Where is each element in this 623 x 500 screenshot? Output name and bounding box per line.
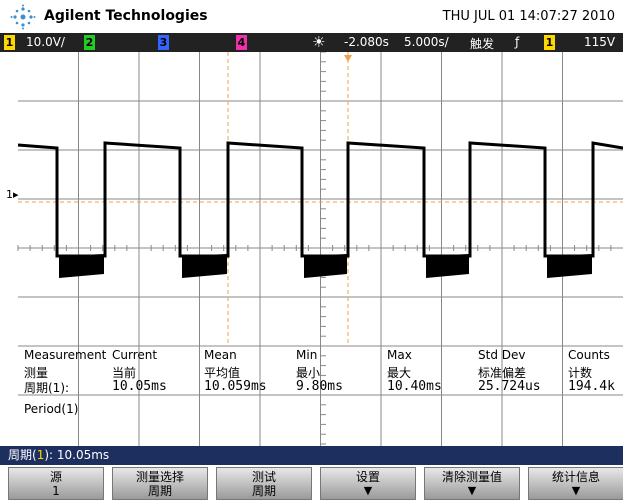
measurement-value: 25.724us	[478, 379, 541, 394]
header-en: Measurement	[24, 348, 107, 362]
noise-band	[426, 254, 469, 278]
softkey[interactable]: 统计信息 ▼	[528, 467, 623, 500]
noise-band	[304, 254, 347, 278]
softkey[interactable]: 测试 周期	[216, 467, 312, 500]
softkey[interactable]: 设置 ▼	[320, 467, 416, 500]
header-en: Mean	[204, 348, 237, 362]
ch1-scale: 10.0V/	[26, 35, 65, 49]
ch4-chip: 4	[236, 35, 247, 50]
status-bar: 周期(1): 10.05ms	[0, 446, 623, 465]
softkey[interactable]: 清除测量值 ▼	[424, 467, 520, 500]
softkey-label: 设置	[355, 470, 380, 484]
measurement-value: 10.40ms	[387, 379, 442, 394]
channel-bar: 1 10.0V/ 2 3 4 ☀ -2.080s 5.000s/ 触发 ƒ 1 …	[0, 33, 623, 52]
header-zh: 标准偏差	[478, 366, 527, 380]
timebase: 5.000s/	[404, 35, 449, 49]
ch3-chip: 3	[158, 35, 169, 50]
softkey-label: 源	[49, 470, 62, 484]
noise-band	[547, 254, 592, 278]
trig-source-chip: 1	[544, 35, 555, 50]
softkey-label: 统计信息	[551, 470, 600, 484]
noise-band	[182, 254, 227, 278]
measurement-table: Measurement 测量 周期(1): Current 当前 10.05ms Mean 平…	[0, 346, 623, 426]
measurement-value: 10.059ms	[204, 379, 267, 394]
softkey-arrow: ▼	[467, 484, 477, 497]
trigger-marker	[344, 55, 352, 62]
measurement-name: Period(1)	[24, 402, 79, 416]
softkey-value: 周期	[147, 484, 172, 498]
delay: -2.080s	[344, 35, 389, 49]
header-zh: 当前	[112, 366, 137, 380]
trig-level: 115V	[584, 35, 616, 49]
softkey-arrow: ▼	[363, 484, 373, 497]
noise-band	[59, 254, 104, 278]
softkey-label: 测量选择	[135, 470, 184, 484]
header-zh: 最小	[296, 366, 321, 380]
softkey-value: 1	[52, 484, 60, 498]
row-label: 周期(1):	[24, 381, 70, 395]
header-en: Current	[112, 348, 158, 362]
logo	[10, 4, 36, 30]
header-zh: 计数	[568, 366, 593, 380]
ch1-chip: 1	[4, 35, 15, 50]
ground-marker: 1▸	[6, 188, 19, 201]
waveform	[17, 141, 623, 278]
softkey[interactable]: 测量选择 周期	[112, 467, 208, 500]
status-label: 周期(	[8, 448, 37, 462]
trace	[17, 141, 623, 258]
header-zh: 最大	[387, 366, 412, 380]
softkey-label: 测试	[251, 470, 276, 484]
trigger-slope: ƒ	[515, 35, 520, 49]
header-zh: 测量	[24, 366, 49, 380]
softkey-arrow: ▼	[571, 484, 581, 497]
header-en: Std Dev	[478, 348, 526, 362]
brand: Agilent Technologies	[44, 8, 208, 24]
measurement-value: 194.4k	[568, 379, 615, 394]
softkey-label: 清除测量值	[441, 470, 502, 484]
status-channel: 1	[36, 448, 45, 462]
datetime: THU JUL 01 14:07:27 2010	[442, 9, 615, 24]
trigger-mode: 触发	[470, 37, 495, 51]
measurement-value: 10.05ms	[112, 379, 167, 394]
softkey-value: 周期	[251, 484, 276, 498]
header-zh: 平均值	[204, 366, 241, 380]
status-value: ): 10.05ms	[44, 448, 110, 462]
header-en: Counts	[568, 348, 610, 362]
header-en: Min	[296, 348, 318, 362]
ch2-chip: 2	[84, 35, 95, 50]
graticule: 1▸	[0, 52, 623, 446]
delay-icon: ☀	[312, 33, 326, 51]
measurement-value: 9.80ms	[296, 379, 343, 394]
header: Agilent Technologies THU JUL 01 14:07:27…	[0, 0, 623, 33]
header-en: Max	[387, 348, 412, 362]
